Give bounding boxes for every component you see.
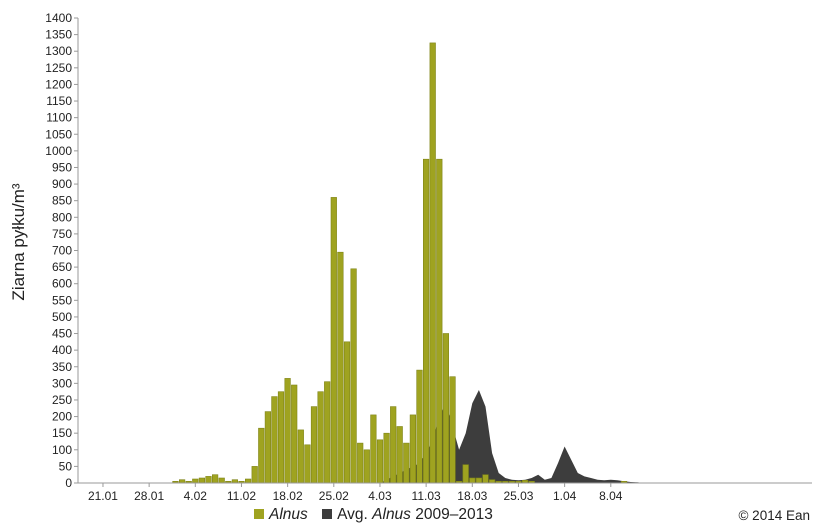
alnus-bar xyxy=(469,477,476,484)
y-tick-label: 100 xyxy=(52,443,72,457)
legend-label-avg-suffix: 2009–2013 xyxy=(415,506,493,523)
avg-alnus-area-layer xyxy=(70,390,657,483)
y-tick-label: 1150 xyxy=(46,94,72,108)
alnus-bar xyxy=(317,391,324,484)
alnus-bar xyxy=(192,478,199,484)
alnus-bar xyxy=(258,427,265,484)
alnus-bar xyxy=(429,42,436,484)
y-tick-label: 500 xyxy=(52,310,72,324)
alnus-bar xyxy=(350,268,357,484)
y-tick-label: 900 xyxy=(52,177,72,191)
y-tick-label: 50 xyxy=(59,459,73,473)
legend: Alnus Avg. Alnus 2009–2013 xyxy=(254,506,503,524)
y-tick-label: 0 xyxy=(65,476,72,490)
y-tick-label: 850 xyxy=(52,194,72,208)
avg-alnus-area xyxy=(70,390,657,483)
x-tick-label: 1.04 xyxy=(553,489,577,503)
alnus-bar xyxy=(284,378,291,484)
alnus-bar-layer xyxy=(172,42,628,484)
y-tick-label: 300 xyxy=(52,376,72,390)
alnus-bar xyxy=(212,474,219,484)
alnus-bar xyxy=(245,478,252,484)
y-tick-label: 150 xyxy=(52,426,72,440)
legend-item-alnus: Alnus xyxy=(254,506,312,523)
y-tick-label: 600 xyxy=(52,277,72,291)
y-tick-label: 200 xyxy=(52,410,72,424)
y-tick-label: 350 xyxy=(52,360,72,374)
alnus-bar xyxy=(416,369,423,484)
alnus-bar xyxy=(310,406,318,484)
x-tick-label: 8.04 xyxy=(599,489,623,503)
alnus-bar xyxy=(304,444,311,484)
y-tick-label: 1400 xyxy=(45,11,72,25)
y-tick-label: 450 xyxy=(52,327,72,341)
alnus-bar xyxy=(218,477,225,484)
y-tick-label: 1250 xyxy=(45,61,72,75)
x-tick-label: 25.02 xyxy=(319,489,349,503)
alnus-bar xyxy=(449,376,456,484)
alnus-bar xyxy=(297,429,304,484)
y-tick-label: 750 xyxy=(52,227,72,241)
x-tick-label: 11.02 xyxy=(227,489,256,503)
alnus-bar xyxy=(403,442,410,484)
alnus-bar xyxy=(376,439,384,484)
alnus-bar xyxy=(396,426,403,484)
x-tick-label: 18.03 xyxy=(457,489,487,503)
alnus-bar xyxy=(271,396,278,484)
alnus-bar xyxy=(205,476,212,484)
alnus-bar xyxy=(475,477,483,484)
alnus-bar xyxy=(383,432,390,484)
alnus-bar xyxy=(409,414,417,484)
y-tick-label: 1050 xyxy=(45,127,72,141)
alnus-bar xyxy=(337,251,344,484)
y-tick-label: 400 xyxy=(52,343,72,357)
x-tick-label: 28.01 xyxy=(134,489,164,503)
alnus-bar xyxy=(324,381,331,484)
y-tick-label: 1000 xyxy=(45,144,72,158)
y-tick-label: 650 xyxy=(52,260,72,274)
alnus-bar xyxy=(363,449,370,484)
alnus-bar xyxy=(370,414,377,484)
y-tick-label: 1350 xyxy=(45,28,72,42)
x-tick-label: 11.03 xyxy=(412,489,441,503)
y-tick-label: 1300 xyxy=(45,44,72,58)
x-tick-label: 4.02 xyxy=(184,489,208,503)
alnus-bar xyxy=(251,466,258,484)
legend-item-avg-alnus: Avg. Alnus 2009–2013 xyxy=(322,506,493,523)
legend-label-avg-prefix: Avg. xyxy=(337,506,368,523)
alnus-bar xyxy=(436,158,443,484)
alnus-bar xyxy=(343,341,351,484)
alnus-bar xyxy=(482,474,489,484)
alnus-bar xyxy=(357,442,364,484)
x-tick-label: 25.03 xyxy=(503,489,533,503)
legend-swatch-avg-alnus xyxy=(322,509,333,519)
alnus-bar xyxy=(390,406,397,484)
alnus-bar xyxy=(291,384,298,484)
alnus-bar xyxy=(198,477,206,484)
alnus-bar xyxy=(442,333,450,484)
alnus-bar xyxy=(330,197,337,484)
x-tick-label: 4.03 xyxy=(368,489,392,503)
axes: 0 50 100 150 200 250 300 350 400 450 500 550 600 650 7… xyxy=(45,11,812,503)
alnus-bar xyxy=(462,464,469,484)
y-tick-label: 550 xyxy=(52,293,72,307)
alnus-bar xyxy=(422,158,430,484)
alnus-bar xyxy=(277,391,285,484)
y-tick-label: 1200 xyxy=(45,77,72,91)
y-tick-label: 700 xyxy=(52,244,72,258)
alnus-bar xyxy=(264,411,272,484)
y-axis-label: Ziarna pyłku/m³ xyxy=(9,183,28,300)
legend-swatch-alnus xyxy=(254,509,264,519)
copyright-notice: © 2014 Ean xyxy=(738,508,810,523)
y-tick-label: 950 xyxy=(52,160,72,174)
y-tick-label: 800 xyxy=(52,210,72,224)
legend-label-avg-italic: Alnus xyxy=(372,506,411,523)
x-tick-label: 21.01 xyxy=(88,489,118,503)
x-tick-label: 18.02 xyxy=(273,489,303,503)
y-tick-label: 1100 xyxy=(46,111,72,125)
legend-label-alnus: Alnus xyxy=(269,506,308,523)
y-tick-label: 250 xyxy=(52,393,72,407)
